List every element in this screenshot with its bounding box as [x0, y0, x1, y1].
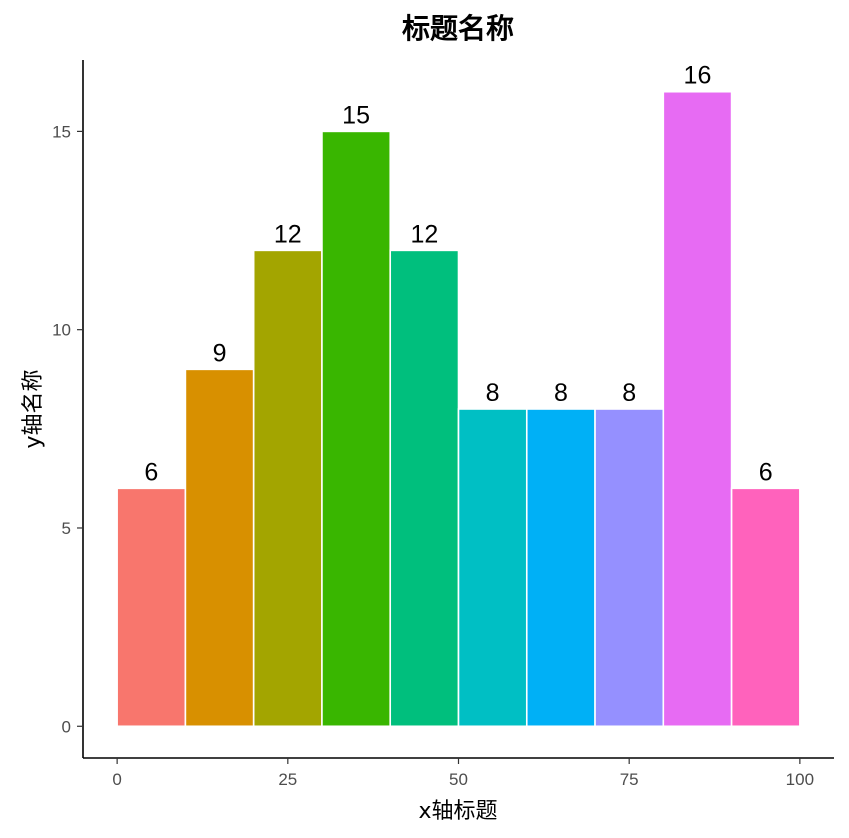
plot-area: 6 9 12 15 12 8 8 8 16 6: [116, 62, 801, 728]
data-label-2: 9: [213, 339, 227, 367]
data-label-7: 8: [554, 379, 568, 407]
bar-6: [457, 408, 528, 728]
bar-4: [321, 130, 392, 728]
data-label-1: 6: [144, 458, 158, 486]
bar-10: [730, 487, 801, 728]
y-tick-label: 15: [52, 122, 71, 141]
data-label-8: 8: [622, 379, 636, 407]
bar-1: [116, 487, 187, 728]
y-tick-label: 10: [52, 321, 71, 340]
x-axis-ticks: 0 25 50 75 100: [112, 758, 814, 789]
bar-2: [184, 368, 255, 728]
chart-title: 标题名称: [402, 12, 514, 45]
data-label-3: 12: [274, 220, 302, 248]
y-axis-ticks: 0 5 10 15: [52, 122, 83, 736]
x-tick-label: 100: [786, 770, 814, 789]
x-axis-title: x轴标题: [418, 799, 497, 824]
bar-5: [389, 249, 460, 728]
bar-7: [525, 408, 596, 728]
data-label-5: 12: [410, 220, 438, 248]
data-labels-group: 6 9 12 15 12 8 8 8 16 6: [144, 62, 772, 487]
data-label-4: 15: [342, 101, 370, 129]
y-tick-label: 5: [62, 519, 71, 538]
bar-9: [662, 90, 733, 728]
x-tick-label: 0: [112, 770, 121, 789]
x-tick-label: 25: [278, 770, 297, 789]
data-label-6: 8: [486, 379, 500, 407]
y-tick-label: 0: [62, 717, 71, 736]
x-tick-label: 75: [620, 770, 639, 789]
bar-8: [594, 408, 665, 728]
x-tick-label: 50: [449, 770, 468, 789]
y-axis-title: y轴名称: [21, 369, 46, 448]
data-label-9: 16: [684, 62, 712, 90]
bar-3: [252, 249, 323, 728]
bars-group: [116, 90, 801, 728]
data-label-10: 6: [759, 458, 773, 486]
